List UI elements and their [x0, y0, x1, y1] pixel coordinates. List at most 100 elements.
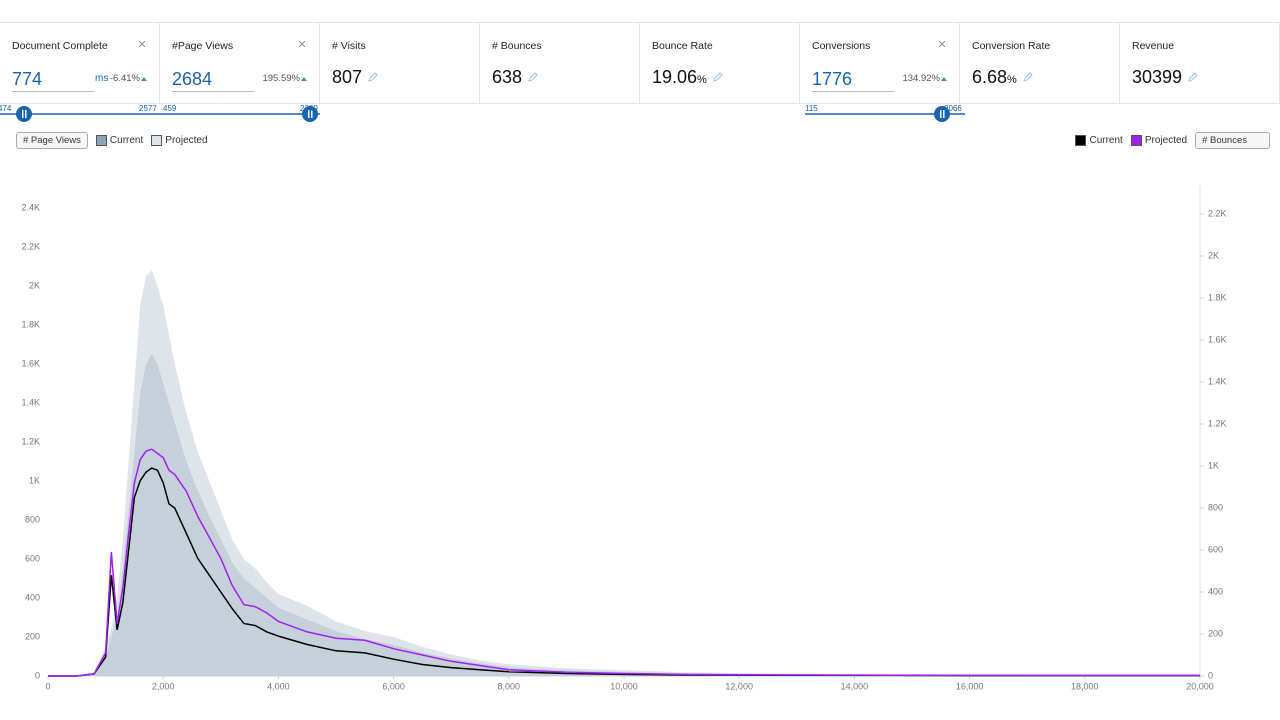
y2-tick-label: 1.6K: [1208, 334, 1227, 344]
y-tick-label: 1K: [29, 475, 40, 485]
legend-swatch: [1130, 135, 1142, 146]
arrow: [941, 77, 947, 81]
legend-swatch: [1075, 135, 1087, 146]
x-tick-label: 2,000: [152, 681, 175, 691]
legend-label: Current: [1089, 135, 1123, 146]
x-tick-label: 12,000: [725, 681, 753, 691]
metric-card[interactable]: # Visits 807: [320, 23, 480, 103]
delta-arrow: [141, 77, 147, 81]
delta-text: 134.92%: [902, 73, 940, 84]
y-tick-label: 1.2K: [21, 436, 40, 446]
close-glyph: [139, 41, 145, 47]
edit-icon[interactable]: [527, 71, 539, 83]
slider-handle[interactable]: [16, 106, 32, 122]
legend-label: Projected: [165, 135, 208, 146]
pencil: [368, 72, 378, 82]
y-tick-label: 2.4K: [21, 202, 40, 212]
metric-card[interactable]: # Bounces 638: [480, 23, 640, 103]
y2-tick-label: 400: [1208, 586, 1223, 596]
metric-label: # Visits: [332, 40, 366, 52]
metric-card[interactable]: Conversions 1776 134.92%: [800, 23, 960, 103]
line: [48, 448, 1200, 677]
x-tick-label: 8,000: [498, 681, 521, 691]
metric-value[interactable]: 1776: [812, 69, 894, 92]
y2-tick-label: 0: [1208, 670, 1213, 680]
close-icon[interactable]: [939, 41, 945, 47]
metric-value: 638: [492, 67, 539, 88]
slider-max: 2577: [139, 104, 157, 113]
edit-icon[interactable]: [1187, 71, 1199, 83]
metric-value: 6.68%: [972, 67, 1034, 88]
metric-select[interactable]: # Page Views: [16, 132, 88, 149]
edit-icon[interactable]: [367, 71, 379, 83]
metric-unit: %: [1007, 74, 1017, 86]
metric-label: Bounce Rate: [652, 40, 713, 52]
y2-tick-label: 1.2K: [1208, 418, 1227, 428]
area: [48, 354, 1200, 676]
y2-tick-label: 2.2K: [1208, 208, 1227, 218]
legend-swatch: [95, 135, 107, 146]
metric-select[interactable]: # Bounces: [1195, 132, 1270, 149]
metric-delta: 134.92%: [902, 73, 947, 84]
slider-max: 2369: [300, 104, 318, 113]
metric-value: 19.06%: [652, 67, 724, 88]
y-tick-label: 400: [25, 592, 40, 602]
delta-arrow: [941, 77, 947, 81]
edit-icon[interactable]: [712, 71, 724, 83]
metric-label: Revenue: [1132, 40, 1175, 52]
metric-value[interactable]: 774: [12, 69, 94, 92]
metric-value[interactable]: 2684: [172, 69, 254, 92]
metric-label: Conversions: [812, 40, 871, 52]
legend-swatch: [151, 135, 163, 146]
y-tick-label: 800: [25, 514, 40, 524]
metric-card[interactable]: Document Complete 774 ms -6.41%: [0, 23, 160, 103]
x-tick-label: 14,000: [841, 681, 869, 691]
close-icon[interactable]: [139, 41, 145, 47]
metric-card[interactable]: Bounce Rate 19.06%: [640, 23, 800, 103]
metric-number: 807: [332, 67, 363, 87]
delta-text: 195.59%: [262, 73, 300, 84]
y-tick-label: 1.8K: [21, 319, 40, 329]
slider-min: 474: [0, 104, 12, 113]
legend-label: Current: [109, 135, 144, 146]
metric-delta: -6.41%: [110, 73, 147, 84]
x-tick-label: 6,000: [382, 681, 405, 691]
x-tick-label: 10,000: [610, 681, 638, 691]
x-tick-label: 4,000: [267, 681, 290, 691]
x-tick-label: 16,000: [956, 681, 984, 691]
metric-card[interactable]: #Page Views 2684 195.59%: [160, 23, 320, 103]
close-icon[interactable]: [299, 41, 305, 47]
metric-label: Conversion Rate: [972, 40, 1051, 52]
x-tick-label: 0: [45, 681, 50, 691]
pencil: [1023, 72, 1033, 82]
metric-number: 638: [492, 67, 523, 87]
metric-cards: Document Complete 774 ms -6.41% #Page Views 2…: [0, 22, 1280, 104]
slider-handle[interactable]: [934, 106, 950, 122]
metric-delta: 195.59%: [262, 73, 307, 84]
slider-min: 115: [805, 104, 818, 113]
pencil: [1188, 72, 1198, 82]
delta-text: -6.41%: [109, 73, 140, 84]
legend-label: Projected: [1144, 135, 1188, 146]
close-glyph: [939, 41, 945, 47]
delta-arrow: [301, 77, 307, 81]
y2-tick-label: 1.8K: [1208, 292, 1227, 302]
metric-label: Document Complete: [12, 40, 108, 52]
metric-number: 19.06: [652, 67, 698, 87]
metric-card[interactable]: Conversion Rate 6.68%: [960, 23, 1120, 103]
arrow: [301, 77, 307, 81]
slider-min: 459: [163, 104, 177, 113]
metric-unit: %: [697, 74, 707, 86]
metric-value: 30399: [1132, 67, 1199, 88]
y-tick-label: 600: [25, 553, 40, 563]
edit-icon[interactable]: [1022, 71, 1034, 83]
y-tick-label: 2K: [29, 280, 40, 290]
x-tick-label: 18,000: [1071, 681, 1099, 691]
pencil: [713, 72, 723, 82]
y-tick-label: 1.6K: [21, 358, 40, 368]
left-controls: # Page Views Current Projected: [16, 132, 208, 149]
slider-handle[interactable]: [302, 106, 318, 122]
y2-tick-label: 1.4K: [1208, 376, 1227, 386]
